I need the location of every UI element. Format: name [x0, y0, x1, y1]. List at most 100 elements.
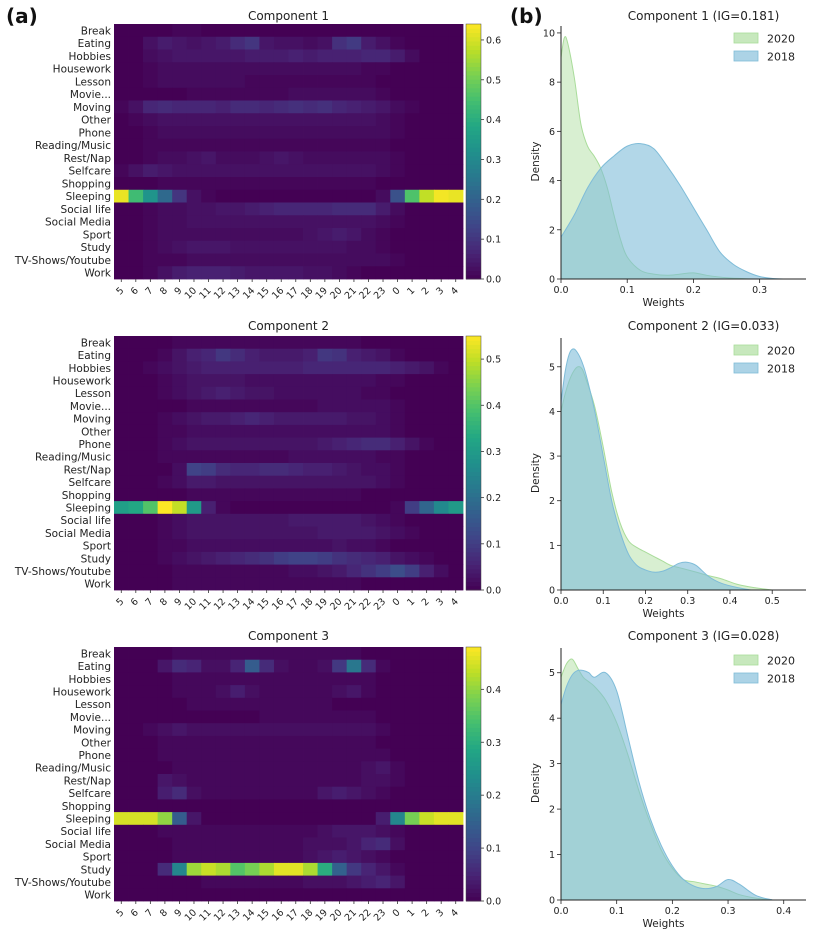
heatmap-cell: [303, 62, 318, 76]
heatmap-cell: [433, 539, 449, 553]
heatmap-cell: [332, 824, 348, 838]
heatmap-cell: [172, 888, 188, 902]
heatmap-cell: [244, 62, 260, 76]
heatmap-cell: [332, 697, 348, 711]
heatmap-cell: [273, 799, 289, 813]
heatmap-cell: [215, 336, 231, 350]
heatmap-cell: [114, 539, 129, 553]
heatmap-cell: [404, 488, 420, 502]
kde-y-tick-label: 3: [549, 759, 555, 770]
heatmap-cell: [186, 36, 202, 50]
heatmap-cell: [215, 564, 231, 578]
heatmap-cell: [201, 126, 217, 140]
heatmap-cell: [448, 659, 464, 673]
heatmap-cell: [114, 266, 129, 280]
heatmap-cell: [404, 361, 420, 375]
heatmap-cell: [244, 100, 260, 114]
colorbar-segment: [466, 28, 481, 33]
heatmap-cell: [346, 786, 362, 800]
heatmap-cell: [404, 812, 420, 826]
heatmap-x-tick-label: 9: [173, 907, 185, 919]
heatmap-cell: [201, 723, 217, 737]
heatmap-cell: [244, 49, 260, 63]
heatmap-cell: [448, 412, 464, 426]
heatmap-cell: [230, 164, 246, 178]
colorbar-segment: [466, 369, 481, 375]
heatmap-cell: [346, 189, 362, 203]
heatmap-cell: [273, 685, 289, 699]
heatmap-cell: [303, 177, 318, 191]
heatmap-cell: [361, 723, 377, 737]
heatmap-cell: [157, 850, 173, 864]
heatmap-cell: [114, 151, 129, 165]
heatmap-cell: [419, 202, 435, 216]
heatmap-cell: [157, 202, 173, 216]
heatmap-cell: [114, 647, 129, 661]
colorbar-segment: [466, 257, 481, 263]
heatmap-cell: [375, 812, 391, 826]
heatmap-cell: [157, 862, 173, 876]
heatmap-cell: [157, 551, 173, 565]
heatmap-cell: [332, 539, 348, 553]
heatmap-cell: [361, 837, 377, 851]
heatmap-cell: [448, 437, 464, 451]
heatmap-cell: [128, 539, 144, 553]
heatmap-cell: [230, 526, 246, 540]
heatmap-x-tick-label: 3: [434, 596, 446, 608]
kde-y-tick-label: 4: [549, 714, 555, 725]
heatmap-cell: [215, 87, 231, 101]
heatmap-cell: [303, 501, 318, 515]
heatmap-x-tick-label: 5: [114, 596, 126, 608]
heatmap-cell: [215, 113, 231, 127]
heatmap-cell: [433, 526, 449, 540]
heatmap-cell: [143, 659, 159, 673]
heatmap-cell: [128, 228, 144, 242]
colorbar-segment: [466, 83, 481, 89]
heatmap-cell: [303, 761, 318, 775]
heatmap-cell: [317, 748, 333, 762]
heatmap-cell: [172, 450, 188, 464]
heatmap-row-label: Movie...: [70, 401, 111, 413]
heatmap-cell: [375, 526, 391, 540]
legend-swatch-2018: [733, 50, 759, 62]
heatmap-cell: [201, 463, 217, 477]
heatmap-cell: [259, 850, 275, 864]
colorbar-segment: [466, 399, 481, 405]
heatmap-cell: [317, 862, 333, 876]
heatmap-row-label: Lesson: [75, 388, 111, 400]
heatmap-cell: [332, 100, 348, 114]
heatmap-cell: [143, 697, 159, 711]
colorbar-segment: [466, 547, 481, 553]
heatmap-cell: [215, 215, 231, 229]
heatmap-cell: [317, 450, 333, 464]
heatmap-cell: [448, 812, 464, 826]
colorbar-segment: [466, 651, 481, 656]
heatmap-cell: [288, 437, 304, 451]
heatmap-cell: [273, 228, 289, 242]
heatmap-cell: [303, 812, 318, 826]
heatmap-cell: [244, 202, 260, 216]
heatmap-cell: [157, 75, 173, 89]
heatmap-cell: [448, 126, 464, 140]
heatmap-cell: [375, 361, 391, 375]
heatmap-cell: [186, 240, 202, 254]
heatmap-cell: [375, 697, 391, 711]
heatmap-cell: [128, 100, 144, 114]
colorbar-segment: [466, 458, 481, 464]
colorbar-segment: [466, 420, 481, 426]
kde-y-label: Density: [530, 453, 542, 493]
heatmap-cell: [317, 189, 333, 203]
heatmap-cell: [259, 799, 275, 813]
heatmap-cell: [419, 450, 435, 464]
heatmap-cell: [143, 437, 159, 451]
colorbar-segment: [466, 53, 481, 59]
heatmap-cell: [114, 862, 129, 876]
heatmap-row-label: Shopping: [62, 178, 111, 190]
colorbar-segment: [466, 75, 481, 80]
heatmap-cell: [201, 501, 217, 515]
heatmap-row-label: Movie...: [70, 712, 111, 724]
heatmap-cell: [215, 659, 231, 673]
heatmap-row-label: Phone: [78, 750, 111, 762]
heatmap-cell: [244, 539, 260, 553]
colorbar-segment: [466, 551, 481, 557]
